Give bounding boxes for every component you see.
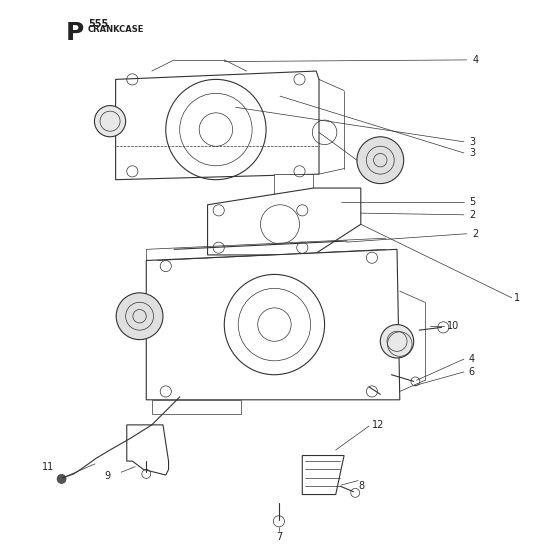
Text: 3: 3	[469, 137, 475, 147]
Text: CRANKCASE: CRANKCASE	[88, 25, 144, 34]
Circle shape	[380, 325, 414, 358]
Text: 7: 7	[276, 533, 282, 543]
Text: 11: 11	[42, 461, 54, 472]
Text: 8: 8	[358, 481, 364, 491]
Polygon shape	[274, 174, 314, 202]
Text: 4: 4	[468, 354, 474, 364]
Text: 10: 10	[447, 321, 459, 332]
Polygon shape	[302, 455, 344, 494]
Text: 6: 6	[468, 367, 474, 377]
Text: 2: 2	[472, 228, 478, 239]
Text: 12: 12	[372, 420, 384, 430]
Polygon shape	[152, 400, 241, 414]
Text: 555: 555	[88, 19, 108, 29]
Text: 3: 3	[469, 148, 475, 158]
Polygon shape	[115, 71, 319, 180]
Circle shape	[116, 293, 163, 339]
Circle shape	[95, 106, 125, 137]
Text: 4: 4	[472, 55, 478, 65]
Text: 5: 5	[469, 197, 475, 207]
Circle shape	[57, 474, 66, 483]
Circle shape	[357, 137, 404, 184]
Text: P: P	[66, 21, 83, 45]
Polygon shape	[146, 249, 400, 400]
Text: 9: 9	[104, 471, 110, 481]
Polygon shape	[127, 425, 169, 475]
Text: 1: 1	[514, 293, 520, 303]
Polygon shape	[208, 188, 361, 255]
Text: 2: 2	[469, 210, 475, 220]
